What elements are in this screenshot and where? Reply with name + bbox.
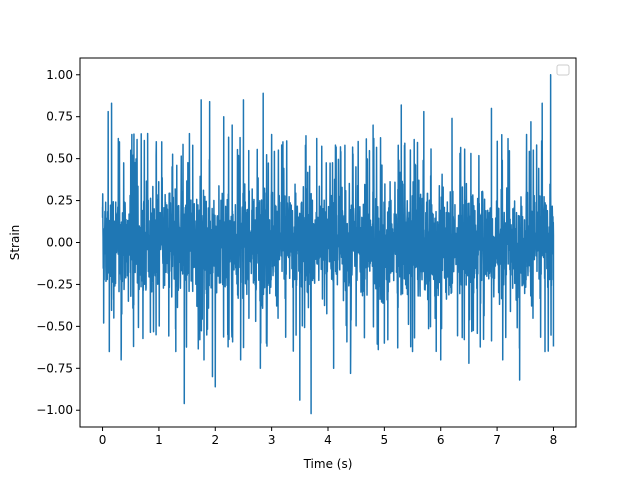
- x-tick-label: 5: [381, 433, 389, 447]
- x-tick-label: 0: [99, 433, 107, 447]
- series-line: [101, 74, 555, 415]
- x-tick-label: 7: [493, 433, 501, 447]
- y-tick-label: 1.00: [46, 68, 73, 82]
- y-tick-label: 0.25: [46, 194, 73, 208]
- x-tick-label: 1: [155, 433, 163, 447]
- series-layer: [101, 74, 555, 415]
- y-tick-label: −0.25: [36, 277, 73, 291]
- x-tick-label: 6: [437, 433, 445, 447]
- x-tick-label: 2: [211, 433, 219, 447]
- y-axis: −1.00 −0.75 −0.50 −0.25 0.00 0.25 0.50 0.75 1.00: [36, 68, 80, 417]
- legend-box: [556, 64, 570, 76]
- y-tick-label: −0.50: [36, 319, 73, 333]
- y-tick-label: −0.75: [36, 361, 73, 375]
- y-tick-label: −1.00: [36, 403, 73, 417]
- y-axis-label: Strain: [8, 225, 22, 261]
- y-tick-label: 0.75: [46, 110, 73, 124]
- x-axis: 0 1 2 3 4 5 6 7 8: [99, 427, 558, 447]
- x-axis-label: Time (s): [303, 457, 353, 471]
- x-tick-label: 8: [550, 433, 558, 447]
- y-tick-label: 0.00: [46, 236, 73, 250]
- y-tick-label: 0.50: [46, 152, 73, 166]
- x-tick-label: 4: [324, 433, 332, 447]
- x-tick-label: 3: [268, 433, 276, 447]
